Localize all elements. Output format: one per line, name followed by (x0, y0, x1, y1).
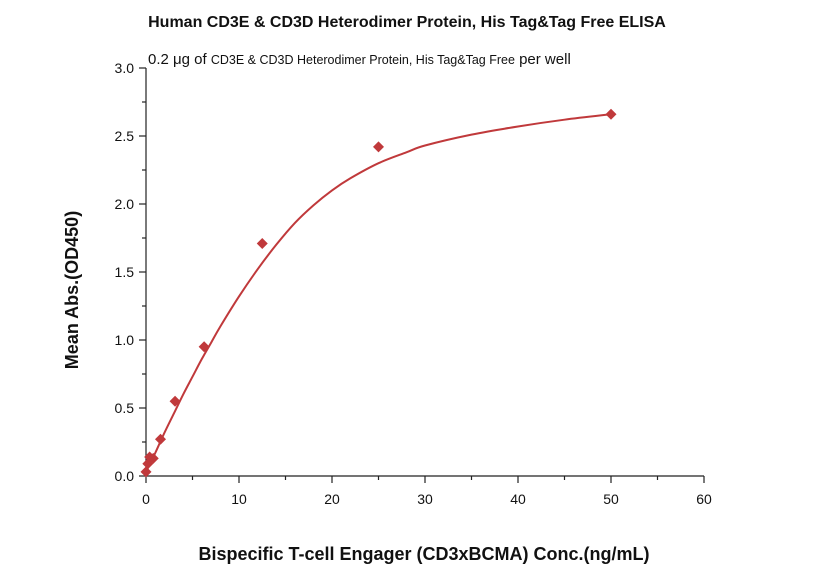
subtitle-part-2: CD3E & CD3D Heterodimer Protein, His Tag… (211, 53, 515, 67)
data-point (155, 433, 167, 445)
chart-title: Human CD3E & CD3D Heterodimer Protein, H… (148, 14, 666, 31)
data-point (198, 341, 210, 353)
data-point (147, 452, 159, 464)
y-tick-label: 2.5 (115, 128, 135, 144)
data-point (140, 466, 152, 478)
fit-curve-line (145, 113, 612, 473)
y-tick-label: 0.5 (115, 400, 135, 416)
data-point (605, 108, 617, 120)
data-point (169, 395, 181, 407)
y-tick-label: 2.0 (115, 196, 135, 212)
x-axis-label: Bispecific T-cell Engager (CD3xBCMA) Con… (198, 544, 649, 564)
chart-subtitle: 0.2 μg of CD3E & CD3D Heterodimer Protei… (148, 51, 571, 68)
tick-labels: 0 10 20 30 40 50 60 0.0 0.5 1.0 1.5 2.0 2.5 3.0 (115, 60, 712, 507)
y-tick-label: 1.5 (115, 264, 135, 280)
y-tick-label: 0.0 (115, 468, 135, 484)
data-points (140, 108, 617, 478)
y-tick-label: 3.0 (115, 60, 135, 76)
x-tick-label: 10 (231, 491, 247, 507)
axes (145, 68, 704, 477)
y-axis-label: Mean Abs.(OD450) (62, 211, 82, 369)
data-point (256, 237, 268, 249)
y-tick-label: 1.0 (115, 332, 135, 348)
x-tick-label: 20 (324, 491, 340, 507)
subtitle-part-3: per well (515, 51, 571, 68)
ticks (139, 67, 705, 483)
x-tick-label: 0 (142, 491, 150, 507)
x-tick-label: 60 (696, 491, 712, 507)
x-tick-label: 30 (417, 491, 433, 507)
x-tick-label: 50 (603, 491, 619, 507)
subtitle-part-1: 0.2 μg of (148, 51, 211, 68)
data-point (373, 141, 384, 153)
x-tick-label: 40 (510, 491, 526, 507)
